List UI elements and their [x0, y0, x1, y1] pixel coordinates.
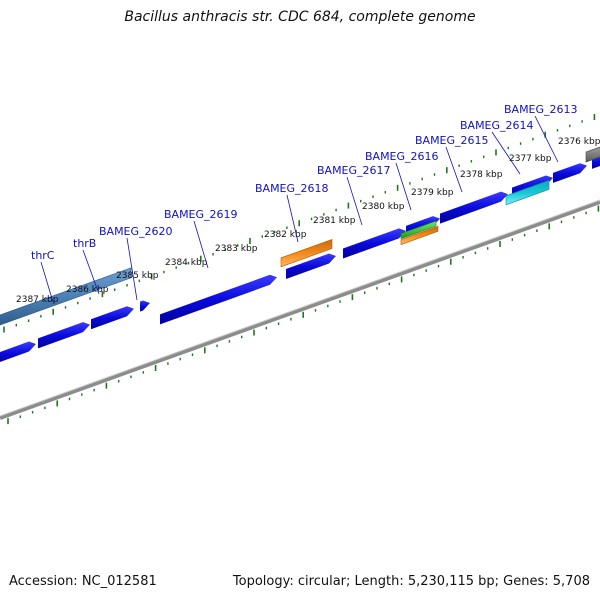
gene-leader-line [126, 237, 138, 301]
gene-leader-line [395, 162, 412, 211]
gene-leader-line [346, 176, 363, 226]
scale-tick-label: 2387 kbp [16, 295, 59, 305]
outer-tick-ruler [3, 114, 596, 333]
gene-leader-line [193, 220, 209, 269]
gene-label[interactable]: BAMEG_2616 [365, 150, 439, 163]
forward-cds-arrow[interactable] [553, 163, 587, 183]
gene-leader-line [534, 115, 559, 163]
gene-leader-line [445, 146, 463, 193]
scale-tick-label: 2377 kbp [509, 154, 552, 164]
scale-tick-label: 2383 kbp [215, 244, 258, 254]
gene-leader-line [491, 131, 521, 175]
scale-tick-label: 2381 kbp [313, 216, 356, 226]
forward-cds-arrow[interactable] [38, 322, 90, 349]
gene-label[interactable]: BAMEG_2615 [415, 134, 489, 147]
gene-label[interactable]: BAMEG_2613 [504, 103, 578, 116]
gene-label[interactable]: BAMEG_2619 [164, 208, 238, 221]
green-feature[interactable] [400, 220, 437, 240]
scale-tick-label: 2379 kbp [411, 188, 454, 198]
gene-leader-line [40, 261, 54, 303]
gray-feature[interactable] [585, 143, 600, 163]
forward-cds-arrow[interactable] [440, 191, 508, 224]
scale-tick-label: 2386 kbp [66, 285, 109, 295]
forward-cds-arrow[interactable] [343, 228, 406, 259]
scale-tick-label: 2378 kbp [460, 170, 503, 180]
gene-label[interactable]: BAMEG_2617 [317, 164, 391, 177]
gene-label[interactable]: BAMEG_2618 [255, 182, 329, 195]
scale-tick-label: 2384 kbp [165, 258, 208, 268]
inner-tick-ruler [7, 205, 600, 425]
gene-label[interactable]: BAMEG_2614 [460, 119, 534, 132]
forward-cds-arrow[interactable] [140, 300, 150, 312]
backbone-highlight [0, 199, 600, 417]
gene-label[interactable]: BAMEG_2620 [99, 225, 173, 238]
forward-cds-arrow[interactable] [286, 253, 336, 280]
map-title: Bacillus anthracis str. CDC 684, complet… [124, 9, 476, 25]
scale-tick-label: 2385 kbp [116, 271, 159, 281]
orange-feature[interactable] [280, 239, 333, 268]
gene-label[interactable]: thrB [73, 237, 96, 250]
forward-cds-arrow[interactable] [0, 341, 36, 366]
gene-leader-line [286, 194, 299, 243]
accession-text: Accession: NC_012581 [9, 574, 157, 589]
cyan-feature[interactable] [505, 179, 550, 206]
scale-tick-label: 2380 kbp [362, 202, 405, 212]
genome-summary-text: Topology: circular; Length: 5,230,115 bp… [232, 574, 590, 589]
forward-cds-arrow[interactable] [160, 274, 277, 325]
scale-tick-label: 2382 kbp [264, 230, 307, 240]
gene-leader-line [82, 249, 100, 295]
orange-feature[interactable] [400, 225, 439, 246]
backbone-ring [0, 200, 600, 420]
scale-tick-label: 2376 kbp [558, 137, 600, 147]
gene-label[interactable]: thrC [31, 249, 55, 262]
rna-feature[interactable] [0, 267, 132, 329]
forward-cds-arrow[interactable] [91, 306, 134, 330]
